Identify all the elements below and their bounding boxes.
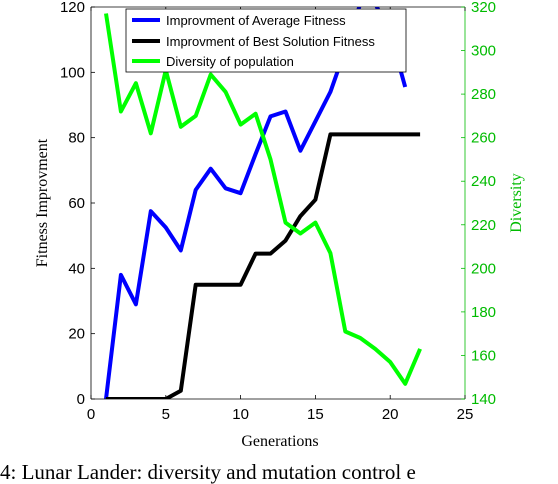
y-right-tick-label: 180 — [471, 304, 496, 321]
x-tick-label: 5 — [162, 406, 170, 423]
series-line-2 — [104, 13, 422, 386]
y-right-tick-label: 140 — [471, 391, 496, 408]
y-right-tick-label: 160 — [471, 347, 496, 364]
x-tick-label: 25 — [457, 406, 474, 423]
legend-label-diversity: Diversity of population — [166, 54, 294, 69]
y-left-tick-label: 100 — [60, 64, 85, 81]
y-right-tick-label: 280 — [471, 86, 496, 103]
figure-caption: 4: Lunar Lander: diversity and mutation … — [0, 460, 416, 484]
chart-svg: 0 5 10 15 20 25 0 20 40 60 80 100 120 140 160 180 200 220… — [34, 0, 525, 450]
y-right-tick-label: 260 — [471, 130, 496, 147]
y-left-tick-label: 20 — [68, 326, 85, 343]
y-left-tick-label: 80 — [68, 130, 85, 147]
y-left-tick-label: 0 — [77, 391, 85, 408]
y-axis-right-label: Diversity — [508, 173, 525, 233]
legend-box — [125, 8, 407, 73]
legend: Improvment of Average Fitness Improvment… — [125, 8, 407, 73]
y-right-tick-label: 240 — [471, 173, 496, 190]
y-axis-left-label: Fitness Improvment — [34, 138, 51, 267]
y-right-tick-label: 220 — [471, 217, 496, 234]
legend-label-average: Improvment of Average Fitness — [166, 13, 346, 28]
x-tick-label: 10 — [232, 406, 249, 423]
x-tick-label: 0 — [87, 406, 95, 423]
y-left-tick-label: 60 — [68, 195, 85, 212]
y-right-tick-label: 300 — [471, 43, 496, 60]
x-tick-label: 20 — [382, 406, 399, 423]
y-left-tick-label: 40 — [68, 260, 85, 277]
y-right-tick-label: 200 — [471, 260, 496, 277]
y-left-tick-label: 120 — [60, 0, 85, 16]
x-axis-label: Generations — [241, 433, 318, 450]
x-tick-label: 15 — [307, 406, 324, 423]
series-line-1 — [106, 132, 421, 399]
y-right-tick-label: 320 — [471, 0, 496, 16]
legend-label-best: Improvment of Best Solution Fitness — [166, 34, 375, 49]
axes: 0 5 10 15 20 25 0 20 40 60 80 100 120 140 160 180 200 220… — [60, 0, 496, 423]
